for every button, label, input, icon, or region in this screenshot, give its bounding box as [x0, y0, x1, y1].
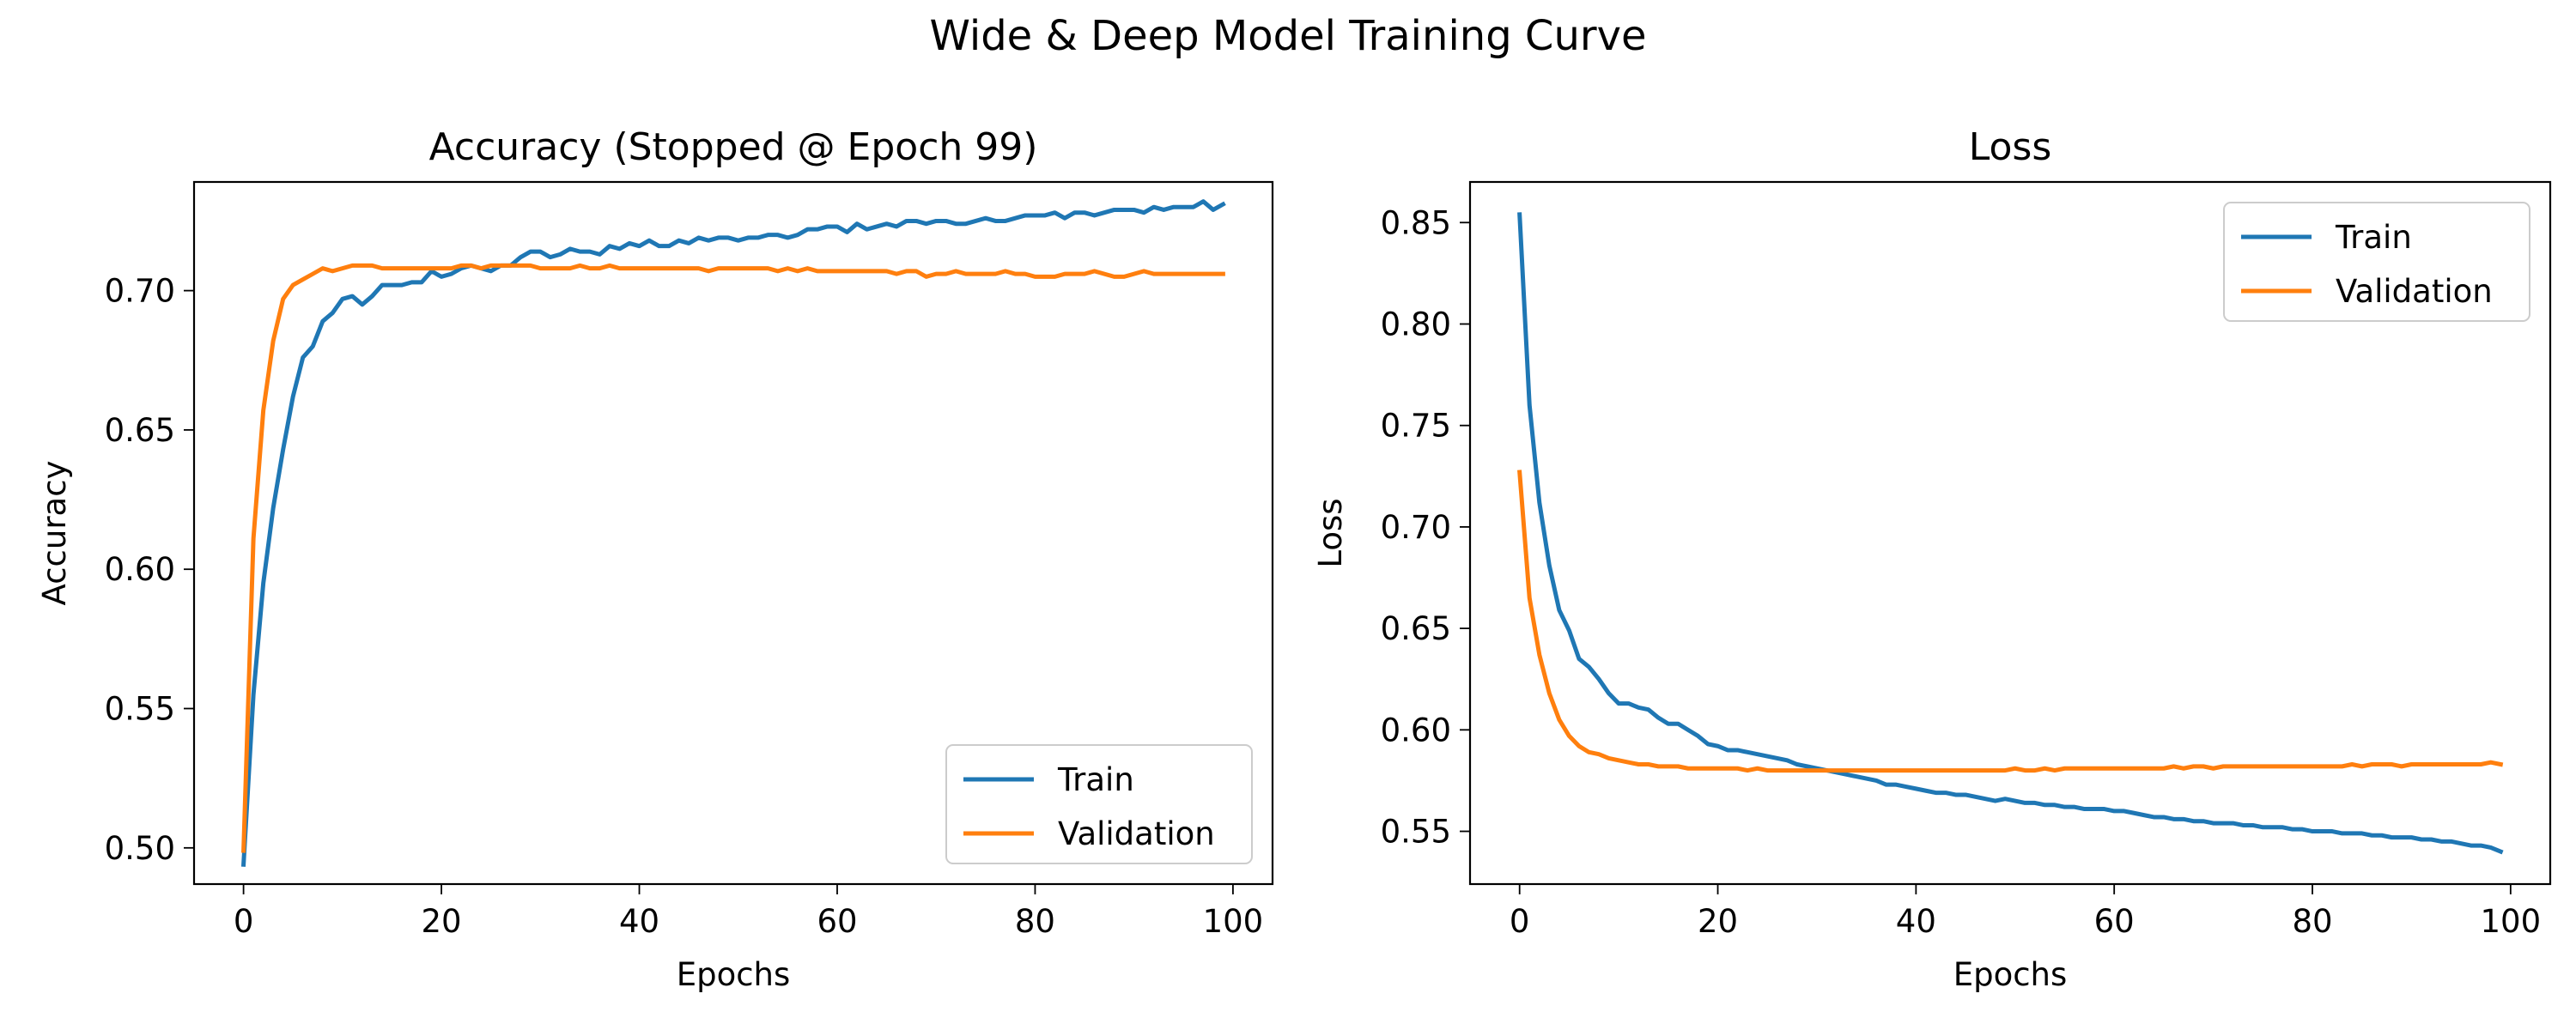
accuracy-y-tick-label: 0.50 — [105, 830, 175, 867]
loss-x-tick-label: 40 — [1896, 903, 1936, 940]
loss-y-tick-label: 0.80 — [1381, 306, 1451, 342]
accuracy-x-axis-label: Epochs — [677, 956, 791, 993]
loss-y-tick-label: 0.70 — [1381, 509, 1451, 546]
accuracy-y-tick-label: 0.60 — [105, 551, 175, 588]
loss-y-tick-label: 0.75 — [1381, 408, 1451, 445]
loss-legend-label-train: Train — [2335, 219, 2412, 256]
loss-x-tick-label: 100 — [2481, 903, 2542, 940]
accuracy-validation-line — [241, 263, 1225, 853]
loss-axes-frame — [1468, 180, 2552, 886]
loss-y-axis-label: Loss — [1312, 498, 1349, 567]
accuracy-panel-title: Accuracy (Stopped @ Epoch 99) — [429, 125, 1038, 169]
loss-y-tick-label: 0.60 — [1381, 712, 1451, 748]
accuracy-x-tick-label: 0 — [234, 903, 254, 940]
accuracy-legend: Train Validation — [945, 744, 1253, 864]
loss-validation-line — [1517, 470, 2504, 773]
accuracy-y-tick-label: 0.65 — [105, 412, 175, 449]
loss-y-tick-label: 0.85 — [1381, 204, 1451, 241]
loss-y-tick-label: 0.55 — [1381, 814, 1451, 851]
accuracy-x-tick-label: 100 — [1203, 903, 1264, 940]
accuracy-y-tick-label: 0.55 — [105, 691, 175, 728]
accuracy-train-line — [240, 199, 1226, 867]
figure-title: Wide & Deep Model Training Curve — [929, 12, 1646, 60]
accuracy-x-tick-label: 40 — [619, 903, 659, 940]
accuracy-axes-frame — [192, 180, 1274, 886]
loss-x-tick-label: 20 — [1698, 903, 1738, 940]
accuracy-legend-label-validation: Validation — [1058, 815, 1215, 852]
loss-x-axis-label: Epochs — [1953, 956, 2068, 993]
loss-legend: Train Validation — [2223, 202, 2530, 322]
accuracy-x-tick-label: 60 — [817, 903, 857, 940]
accuracy-y-tick-label: 0.70 — [105, 273, 175, 310]
accuracy-x-tick-label: 80 — [1015, 903, 1055, 940]
loss-x-tick-label: 60 — [2094, 903, 2135, 940]
loss-panel: 0 20 40 60 80 100 0.55 0.60 0.65 0.70 0.75 0.80 0.85… — [1312, 125, 2552, 993]
loss-x-tick-label: 80 — [2292, 903, 2332, 940]
loss-x-tick-label: 0 — [1510, 903, 1530, 940]
loss-legend-label-validation: Validation — [2336, 273, 2493, 310]
loss-panel-title: Loss — [1969, 125, 2052, 169]
accuracy-legend-label-train: Train — [1057, 761, 1134, 798]
loss-train-line — [1517, 212, 2504, 855]
loss-series-group — [1517, 212, 2504, 855]
accuracy-x-tick-label: 20 — [422, 903, 462, 940]
loss-y-tick-label: 0.65 — [1381, 610, 1451, 647]
accuracy-panel: 0 20 40 60 80 100 0.50 0.55 0.60 0.65 0.70 Accuracy… — [36, 125, 1274, 993]
accuracy-y-axis-label: Accuracy — [36, 461, 73, 606]
accuracy-series-group — [240, 199, 1226, 867]
